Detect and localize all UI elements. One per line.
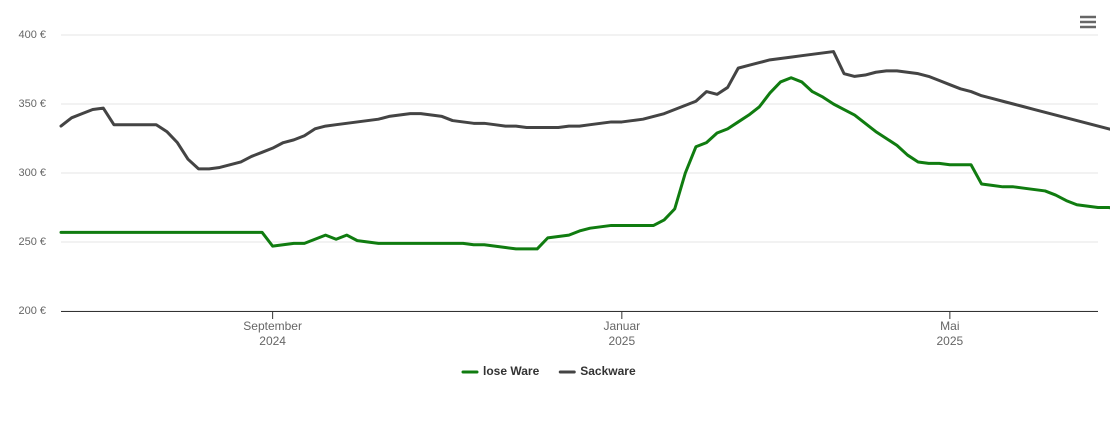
data-line <box>59 76 1110 251</box>
x-tick-label: September 2024 <box>243 319 302 348</box>
x-tick-label: Januar 2025 <box>603 319 641 348</box>
y-tick-label: 250 € <box>18 236 46 248</box>
menu-icon[interactable] <box>1079 15 1097 31</box>
y-tick-label: 200 € <box>18 305 46 317</box>
y-tick-label: 300 € <box>18 167 46 179</box>
y-tick-label: 400 € <box>18 29 46 41</box>
legend-label: Sackware <box>580 364 636 378</box>
y-tick-label: 350 € <box>18 98 46 110</box>
legend-label: lose Ware <box>483 364 540 378</box>
x-tick-label: Mai 2025 <box>936 319 964 348</box>
data-line <box>59 50 1110 171</box>
